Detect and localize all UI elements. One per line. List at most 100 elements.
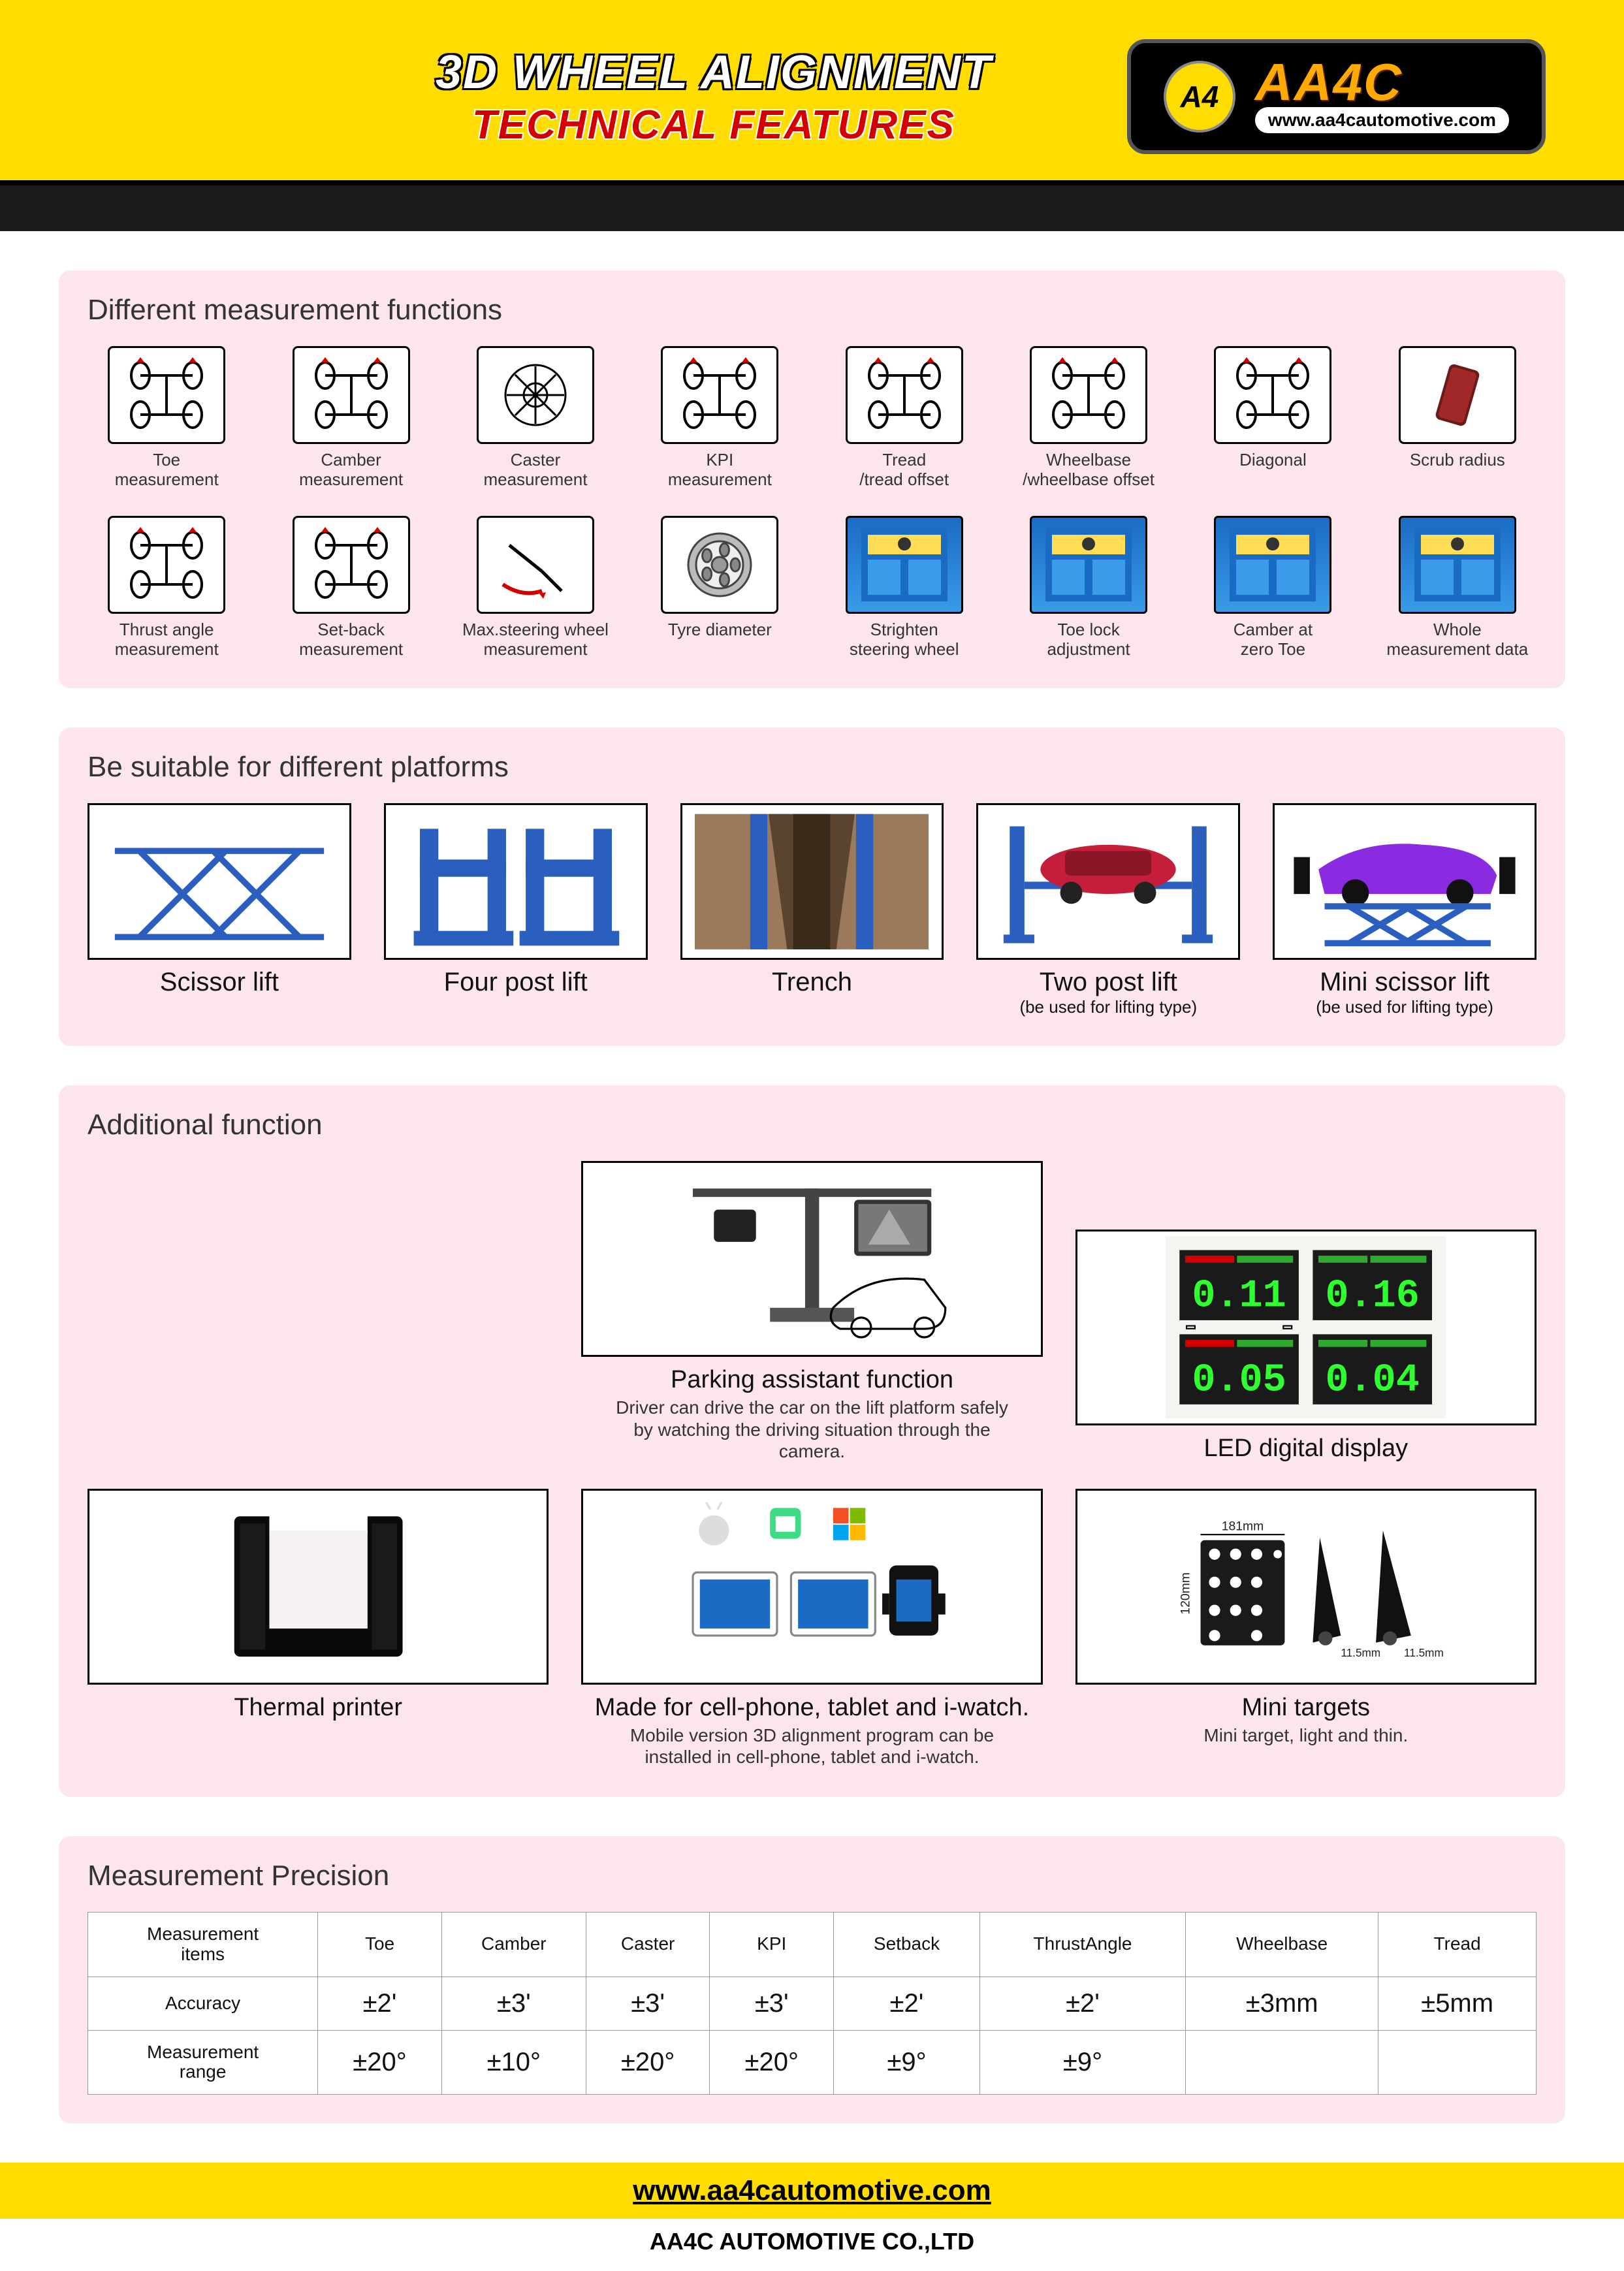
svg-text:120mm: 120mm [1179,1572,1193,1614]
platform-icon [88,803,351,960]
thermal-label: Thermal printer [234,1694,402,1722]
platform-item: Mini scissor lift(be used for lifting ty… [1273,803,1536,1017]
precision-header-cell: Measurementitems [88,1912,318,1977]
platform-item: Trench [680,803,944,1017]
measurement-function-icon [293,346,410,444]
precision-header-cell: ThrustAngle [979,1912,1185,1977]
section3-title: Additional function [88,1109,1536,1141]
parking-label: Parking assistant function [671,1366,953,1394]
precision-row-label: Accuracy [88,1977,318,2030]
measurement-function-item: Tread/tread offset [825,346,983,490]
measurement-function-item: Scrub radius [1378,346,1536,490]
precision-header-cell: Camber [441,1912,586,1977]
mobile-icon [581,1489,1042,1685]
measurement-function-label: Strightensteering wheel [850,620,959,659]
measurement-function-label: Thrust anglemeasurement [115,620,219,659]
measurement-function-item: Max.steering wheelmeasurement [456,516,614,659]
platform-sublabel: (be used for lifting type) [1019,997,1197,1017]
platforms-row: Scissor lift Four post lift Trench Two post… [88,803,1536,1017]
measurement-function-label: Scrub radius [1410,451,1505,490]
precision-cell: ±10° [441,2030,586,2095]
footer-company: AA4C AUTOMOTIVE CO.,LTD [650,2228,974,2255]
measurement-function-label: Camber atzero Toe [1234,620,1313,659]
precision-header-cell: Caster [586,1912,710,1977]
logo-brand: AA4C [1255,60,1403,104]
platform-icon [976,803,1240,960]
platform-label: Scissor lift [160,968,279,997]
measurement-function-icon [293,516,410,614]
logo-url: www.aa4cautomotive.com [1255,107,1509,133]
svg-text:0.11: 0.11 [1192,1275,1286,1319]
targets-desc: Mini target, light and thin. [1203,1724,1408,1747]
platform-icon [680,803,944,960]
additional-item-led: 0.11 0.16 [1075,1230,1536,1463]
precision-cell: ±3' [710,1977,834,2030]
section2-title: Be suitable for different platforms [88,751,1536,784]
measurement-function-label: Max.steering wheelmeasurement [462,620,609,659]
panel-precision: Measurement Precision MeasurementitemsTo… [59,1836,1565,2123]
led-label: LED digital display [1204,1435,1409,1463]
targets-label: Mini targets [1242,1694,1370,1722]
additional-item-targets: 181mm 120mm [1075,1489,1536,1768]
platform-item: Scissor lift [88,803,351,1017]
additional-item-mobile: Made for cell-phone, tablet and i-watch.… [581,1489,1042,1768]
platform-item: Four post lift [384,803,648,1017]
precision-row-label: Measurementrange [88,2030,318,2095]
measurement-function-item: Wheelbase/wheelbase offset [1010,346,1168,490]
measurement-function-icon [1030,346,1147,444]
section1-title: Different measurement functions [88,294,1536,326]
measurement-function-item: Toemeasurement [88,346,246,490]
measurement-function-label: Toemeasurement [115,451,219,490]
led-icon: 0.11 0.16 [1075,1230,1536,1425]
svg-text:0.05: 0.05 [1192,1358,1286,1403]
footer-url-bar: www.aa4cautomotive.com [0,2163,1624,2219]
mobile-label: Made for cell-phone, tablet and i-watch. [595,1694,1029,1722]
platform-icon [1273,803,1536,960]
platform-label: Trench [772,968,852,997]
precision-cell [1378,2030,1536,2095]
precision-cell: ±3' [441,1977,586,2030]
measurement-function-icon [661,516,778,614]
logo-text: AA4C www.aa4cautomotive.com [1255,60,1509,133]
measurement-function-icon [846,346,963,444]
precision-cell: ±5mm [1378,1977,1536,2030]
measurement-function-icon [1030,516,1147,614]
measurement-function-item: KPImeasurement [641,346,799,490]
precision-cell: ±20° [318,2030,442,2095]
measurement-function-icon [108,346,225,444]
platform-icon [384,803,648,960]
svg-text:0.04: 0.04 [1326,1358,1420,1403]
measurement-function-item: Diagonal [1194,346,1352,490]
precision-cell: ±2' [834,1977,980,2030]
measurement-function-item: Thrust anglemeasurement [88,516,246,659]
measurement-functions-grid: Toemeasurement Cambermeasurement Castermea… [88,346,1536,659]
precision-cell: ±9° [834,2030,980,2095]
measurement-function-item: Tyre diameter [641,516,799,659]
measurement-function-icon [846,516,963,614]
svg-text:11.5mm: 11.5mm [1404,1646,1444,1659]
measurement-function-label: Castermeasurement [483,451,587,490]
header-title-block: 3D WHEEL ALIGNMENT TECHNICAL FEATURES [78,46,1088,148]
measurement-function-label: Wholemeasurement data [1386,620,1528,659]
targets-icon: 181mm 120mm [1075,1489,1536,1685]
precision-cell: ±2' [318,1977,442,2030]
measurement-function-icon [1399,516,1516,614]
precision-table: MeasurementitemsToeCamberCasterKPISetbac… [88,1912,1536,2095]
panel-measurement-functions: Different measurement functions Toemeasu… [59,270,1565,688]
precision-cell: ±2' [979,1977,1185,2030]
platform-label: Two post lift [1040,968,1177,997]
measurement-function-icon [108,516,225,614]
measurement-function-label: Toe lockadjustment [1047,620,1130,659]
platform-label: Four post lift [444,968,588,997]
measurement-function-icon [477,516,594,614]
measurement-function-item: Cambermeasurement [272,346,430,490]
header-title-main: 3D WHEEL ALIGNMENT [340,46,1088,99]
precision-cell: ±9° [979,2030,1185,2095]
precision-cell: ±20° [710,2030,834,2095]
measurement-function-label: Tyre diameter [668,620,772,659]
separator-dark [0,185,1624,231]
header-subtitle: TECHNICAL FEATURES [340,102,1088,148]
platform-item: Two post lift(be used for lifting type) [976,803,1240,1017]
additional-item-thermal: Thermal printer [88,1489,549,1768]
measurement-function-icon [1214,346,1331,444]
